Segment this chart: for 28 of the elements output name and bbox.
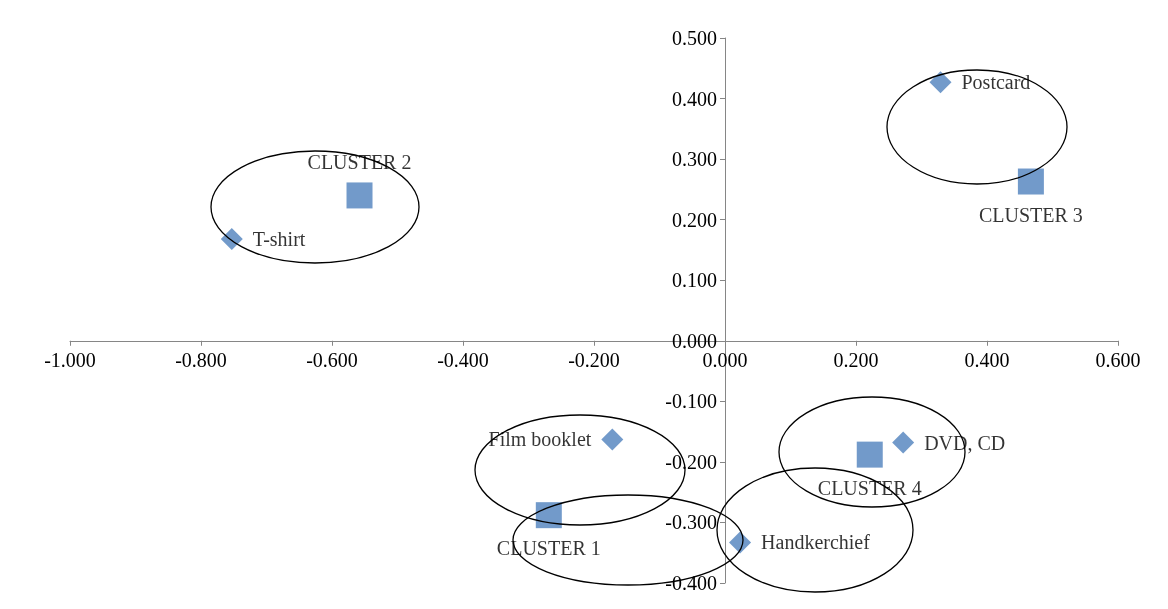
- point: [1017, 168, 1044, 195]
- y-tick-label: -0.300: [665, 511, 717, 534]
- x-tick-label: 0.200: [833, 348, 879, 371]
- y-tick-label: 0.400: [672, 87, 717, 110]
- point: [220, 228, 243, 251]
- y-tick-label: -0.100: [665, 390, 717, 413]
- data-label: CLUSTER 3: [978, 203, 1083, 226]
- y-tick-label: -0.400: [665, 572, 717, 594]
- y-tick-label: 0.300: [672, 148, 717, 171]
- data-label: T-shirt: [252, 228, 306, 251]
- point: [601, 428, 624, 451]
- x-tick-label: 0.600: [1095, 348, 1141, 371]
- data-label: Postcard: [961, 71, 1031, 94]
- y-tick-label: 0.200: [672, 208, 717, 231]
- x-tick-label: -0.400: [437, 348, 489, 371]
- y-tick-label: 0.100: [672, 269, 717, 292]
- data-label: Film booklet: [488, 428, 592, 451]
- point: [892, 431, 915, 454]
- point: [856, 441, 883, 468]
- x-tick-label: 0.400: [964, 348, 1010, 371]
- y-tick-label: 0.500: [672, 27, 717, 49]
- data-label: Handkerchief: [761, 531, 871, 554]
- x-tick-label: -0.800: [175, 348, 227, 371]
- point: [346, 182, 373, 209]
- point: [929, 71, 952, 94]
- x-tick-label: -0.200: [568, 348, 620, 371]
- x-tick-label: -0.600: [306, 348, 358, 371]
- x-tick-label: -1.000: [44, 348, 96, 371]
